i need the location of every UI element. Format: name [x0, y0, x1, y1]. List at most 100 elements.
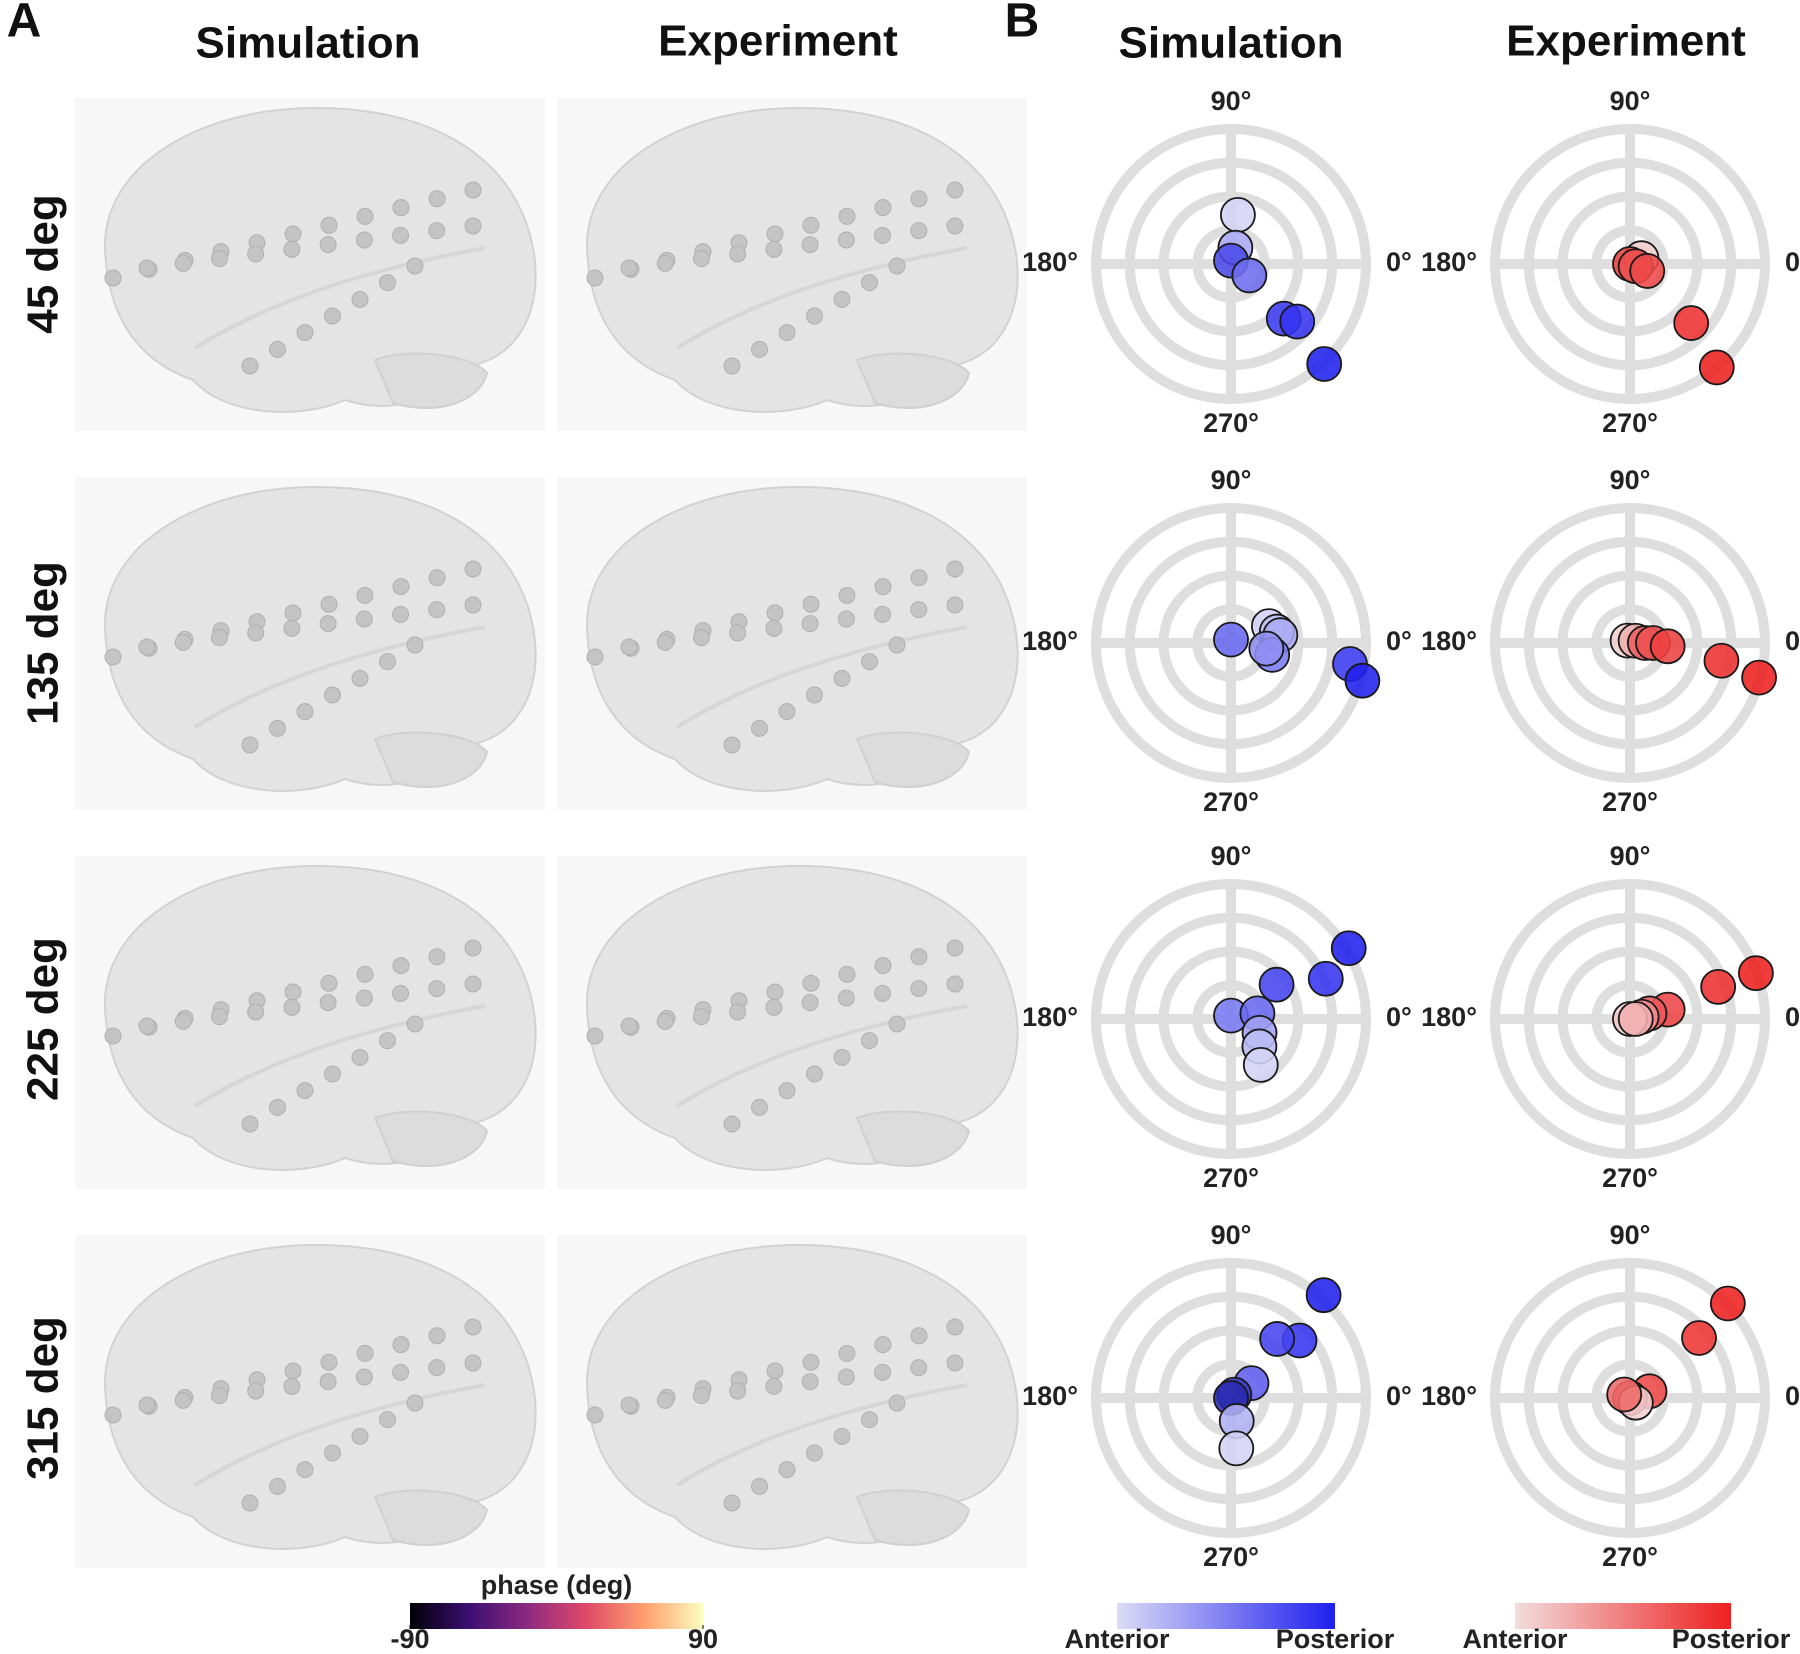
polar-point [1649, 628, 1686, 665]
electrode [247, 624, 265, 642]
electrode [946, 975, 964, 993]
electrode [838, 1344, 856, 1362]
sulcus [675, 1004, 968, 1108]
theta-tick-label: 0° [1785, 1381, 1800, 1411]
electrode [174, 1012, 192, 1030]
electrode [586, 648, 604, 666]
brain-panel [557, 856, 1027, 1189]
electrode [837, 231, 855, 249]
electrode [946, 217, 964, 235]
theta-tick-label: 270° [1203, 1542, 1259, 1572]
electrode [620, 259, 638, 277]
theta-tick-label: 90° [1610, 841, 1651, 871]
electrode [210, 1008, 228, 1026]
sulcus [675, 625, 968, 729]
theta-tick-label: 270° [1203, 787, 1259, 817]
electrode [946, 939, 964, 957]
electrode [247, 1003, 265, 1021]
electrode [806, 307, 823, 325]
electrode [766, 1362, 784, 1380]
electrode [351, 290, 369, 308]
polar-point [1703, 642, 1740, 679]
electrode [838, 207, 856, 225]
electrode [765, 998, 783, 1016]
electrode [392, 605, 410, 623]
electrode [723, 1494, 741, 1512]
electrode [428, 948, 446, 966]
electrode [861, 274, 878, 292]
electrode [838, 965, 856, 983]
electrode [656, 254, 674, 272]
polar-point [1242, 1046, 1279, 1083]
electrode [620, 638, 638, 656]
electrode [874, 957, 892, 975]
electrode [355, 989, 373, 1007]
electrode [138, 1396, 156, 1414]
theta-tick-label: 180° [1421, 247, 1477, 277]
electrode [464, 975, 482, 993]
electrode [174, 1391, 192, 1409]
brain-panel [75, 98, 545, 431]
electrode [356, 586, 374, 604]
electrode [319, 1373, 337, 1391]
electrode [723, 1115, 741, 1133]
electrode [355, 1368, 373, 1386]
theta-tick-label: 180° [1022, 1381, 1078, 1411]
polar-point [1305, 1277, 1342, 1314]
electrode [356, 965, 374, 983]
electrode [241, 736, 259, 754]
electrode [778, 1461, 796, 1479]
electrode [269, 1098, 286, 1116]
electrode [874, 984, 892, 1002]
sulcus [193, 625, 486, 729]
electrode [946, 1318, 964, 1336]
theta-tick-label: 90° [1211, 1220, 1252, 1250]
electrode [723, 357, 741, 375]
electrode [766, 604, 784, 622]
electrode [861, 1411, 878, 1429]
polar-point [1213, 621, 1249, 658]
electrode [428, 569, 446, 587]
polar-point [1606, 1376, 1643, 1413]
electrode [392, 1363, 410, 1381]
theta-tick-label: 180° [1421, 1002, 1477, 1032]
electrode [428, 190, 446, 208]
electrode [888, 636, 906, 654]
electrode [946, 560, 964, 578]
electrode [806, 1444, 823, 1462]
electrode [351, 669, 369, 687]
electrode [392, 578, 410, 596]
row-label: 315 deg [19, 1316, 68, 1480]
brain-panel [557, 98, 1027, 431]
electrode [946, 181, 964, 199]
electrode [320, 595, 338, 613]
electrode [379, 1411, 396, 1429]
electrode [269, 340, 286, 358]
electrode [778, 703, 796, 721]
electrode [104, 269, 122, 287]
polar-point [1709, 1285, 1746, 1322]
cerebellum [855, 731, 971, 789]
electrode [392, 1336, 410, 1354]
electrode [324, 1065, 341, 1083]
electrode [833, 290, 851, 308]
electrode [837, 1368, 855, 1386]
row-label: 135 deg [19, 561, 68, 725]
electrode [778, 1082, 796, 1100]
sulcus [675, 246, 968, 350]
electrode [692, 1008, 710, 1026]
electrode [910, 948, 928, 966]
electrode [874, 199, 892, 217]
sulcus [193, 1383, 486, 1487]
electrode [910, 190, 928, 208]
electrode [838, 586, 856, 604]
electrode [428, 1359, 446, 1377]
electrode [284, 604, 302, 622]
electrode [802, 595, 820, 613]
theta-tick-label: 90° [1610, 465, 1651, 495]
electrode [241, 1115, 259, 1133]
polar-point [1248, 630, 1285, 667]
electrode [379, 1032, 396, 1050]
electrode [861, 1032, 878, 1050]
electrode [874, 1363, 892, 1381]
